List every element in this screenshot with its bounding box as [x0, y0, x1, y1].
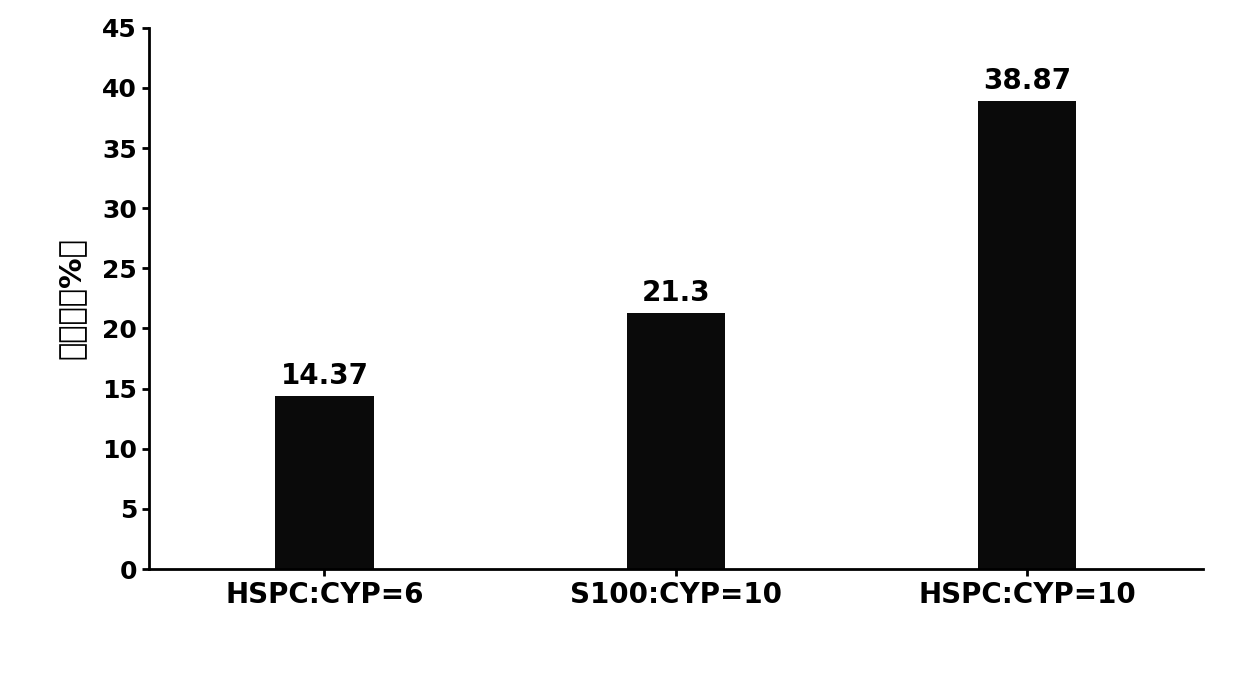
- Bar: [978, 101, 1076, 569]
- Text: 14.37: 14.37: [280, 362, 368, 390]
- Text: 38.87: 38.87: [983, 67, 1071, 96]
- Y-axis label: 包封率（%）: 包封率（%）: [56, 237, 86, 359]
- Bar: [275, 396, 373, 569]
- Text: 21.3: 21.3: [641, 279, 711, 307]
- Bar: [626, 313, 725, 569]
